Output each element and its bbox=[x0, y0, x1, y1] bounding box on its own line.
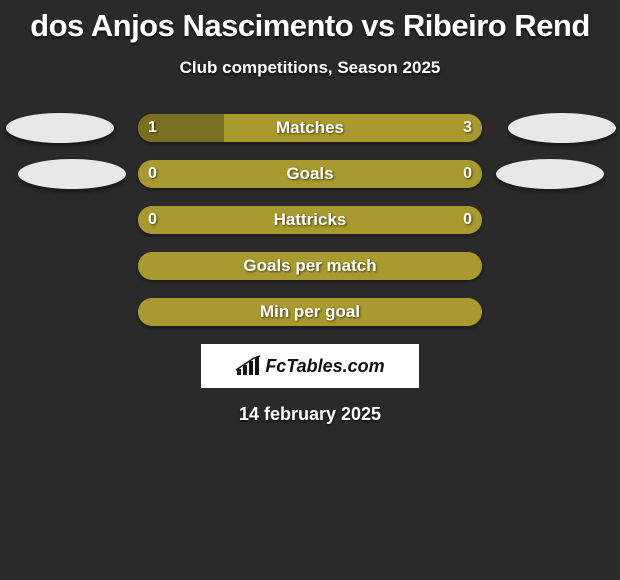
stat-label: Goals per match bbox=[138, 252, 482, 280]
stat-value-left: 0 bbox=[138, 160, 167, 188]
stat-label: Matches bbox=[138, 114, 482, 142]
stat-row: Goals0 0 bbox=[0, 160, 620, 188]
logo-text: FcTables.com bbox=[265, 356, 384, 377]
stat-label: Goals bbox=[138, 160, 482, 188]
player-right-marker bbox=[508, 113, 616, 143]
player-left-marker bbox=[6, 113, 114, 143]
bar-chart-icon bbox=[235, 355, 261, 377]
stat-label: Min per goal bbox=[138, 298, 482, 326]
stat-value-right: 3 bbox=[453, 114, 482, 142]
comparison-subtitle: Club competitions, Season 2025 bbox=[0, 58, 620, 78]
stat-bar: Goals per match bbox=[138, 252, 482, 280]
stat-bar: Min per goal bbox=[138, 298, 482, 326]
stat-value-right: 0 bbox=[453, 160, 482, 188]
logo-box: FcTables.com bbox=[201, 344, 419, 388]
stat-value-left: 1 bbox=[138, 114, 167, 142]
stat-label: Hattricks bbox=[138, 206, 482, 234]
stat-value-right: 0 bbox=[453, 206, 482, 234]
comparison-date: 14 february 2025 bbox=[0, 404, 620, 425]
stat-bar: Goals0 0 bbox=[138, 160, 482, 188]
stat-row: Min per goal bbox=[0, 298, 620, 326]
stat-row: Matches1 3 bbox=[0, 114, 620, 142]
player-left-marker bbox=[18, 159, 126, 189]
player-right-marker bbox=[496, 159, 604, 189]
comparison-rows: Matches13Goals00Hattricks00Goals per mat… bbox=[0, 114, 620, 326]
stat-bar: Matches1 3 bbox=[138, 114, 482, 142]
stat-value-left: 0 bbox=[138, 206, 167, 234]
stat-bar: Hattricks0 0 bbox=[138, 206, 482, 234]
stat-row: Goals per match bbox=[0, 252, 620, 280]
stat-row: Hattricks0 0 bbox=[0, 206, 620, 234]
comparison-title: dos Anjos Nascimento vs Ribeiro Rend bbox=[0, 0, 620, 44]
